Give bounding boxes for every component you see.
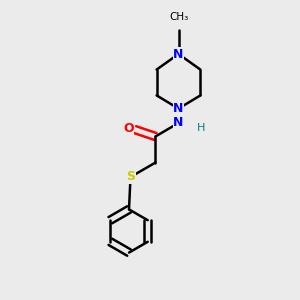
Text: O: O <box>123 122 134 135</box>
Text: N: N <box>173 47 184 61</box>
Text: S: S <box>126 170 135 184</box>
Text: N: N <box>173 116 184 130</box>
Text: H: H <box>196 123 205 134</box>
Text: N: N <box>173 102 184 115</box>
Text: CH₃: CH₃ <box>169 13 188 22</box>
